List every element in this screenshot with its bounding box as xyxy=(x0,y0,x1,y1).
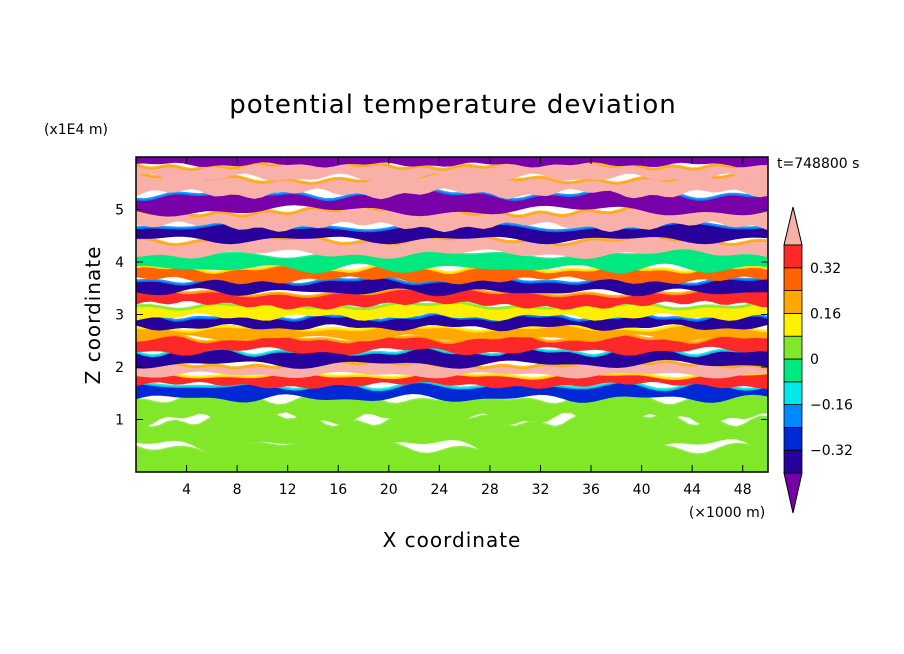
colorbar-segment xyxy=(783,449,803,474)
x-unit-label: (×1000 m) xyxy=(689,505,765,521)
y-tick-label: 5 xyxy=(115,203,124,219)
contour-band xyxy=(136,157,768,168)
colorbar-segment xyxy=(783,244,803,269)
contour-band xyxy=(136,380,768,403)
y-tick-label: 3 xyxy=(115,308,124,324)
x-tick-label: 32 xyxy=(532,482,550,498)
x-axis-label: X coordinate xyxy=(383,528,522,552)
colorbar-segment xyxy=(783,358,803,383)
y-unit-label: (x1E4 m) xyxy=(44,122,108,138)
colorbar-segment xyxy=(783,290,803,314)
chart-title: potential temperature deviation xyxy=(229,90,676,120)
y-tick-label: 1 xyxy=(115,413,124,429)
x-tick-label: 28 xyxy=(481,482,499,498)
colorbar-extension-high xyxy=(783,206,803,246)
colorbar-segment xyxy=(783,426,803,451)
colorbar-tick-label: 0.16 xyxy=(810,306,841,322)
colorbar-tick-label: 0.32 xyxy=(810,261,841,277)
colorbar-tick-label: −0.32 xyxy=(810,443,853,459)
colorbar-segment xyxy=(783,335,803,360)
time-label: t=748800 s xyxy=(777,156,859,172)
y-tick-label: 4 xyxy=(115,255,124,271)
colorbar-extension-low xyxy=(783,472,803,514)
colorbar-segment xyxy=(783,312,803,337)
x-tick-label: 4 xyxy=(182,482,191,498)
y-tick-label: 2 xyxy=(115,360,124,376)
contour-band xyxy=(136,276,768,297)
x-tick-label: 20 xyxy=(380,482,398,498)
x-axis-ticks: 4 8 12 16 20 24 28 32 36 40 44 48 xyxy=(182,157,752,498)
contour-band xyxy=(136,287,768,310)
x-tick-label: 36 xyxy=(582,482,600,498)
colorbar-tick-label: 0 xyxy=(810,352,819,368)
contour-band xyxy=(136,187,768,217)
x-tick-label: 40 xyxy=(633,482,651,498)
x-tick-label: 8 xyxy=(233,482,242,498)
contour-band xyxy=(136,410,768,455)
y-axis-ticks: 1 2 3 4 5 xyxy=(115,203,768,429)
contour-band xyxy=(136,172,768,200)
contour-band-edge xyxy=(136,322,768,333)
x-tick-label: 24 xyxy=(430,482,448,498)
x-tick-label: 16 xyxy=(329,482,347,498)
contour-band xyxy=(136,205,768,233)
contour-plot-area xyxy=(136,157,768,472)
y-axis-label: Z coordinate xyxy=(81,246,105,385)
x-tick-label: 12 xyxy=(279,482,297,498)
colorbar-segment xyxy=(783,267,803,291)
colorbar-tick-label: −0.16 xyxy=(810,398,853,414)
x-tick-label: 48 xyxy=(734,482,752,498)
contour-band xyxy=(136,391,768,427)
colorbar-segment xyxy=(783,404,803,428)
colorbar-segment xyxy=(783,381,803,405)
colorbar: 0.32 0.16 0 −0.16 −0.32 xyxy=(783,206,853,514)
contour-band-edge xyxy=(136,158,768,172)
contour-band xyxy=(136,160,768,181)
x-tick-label: 44 xyxy=(683,482,701,498)
